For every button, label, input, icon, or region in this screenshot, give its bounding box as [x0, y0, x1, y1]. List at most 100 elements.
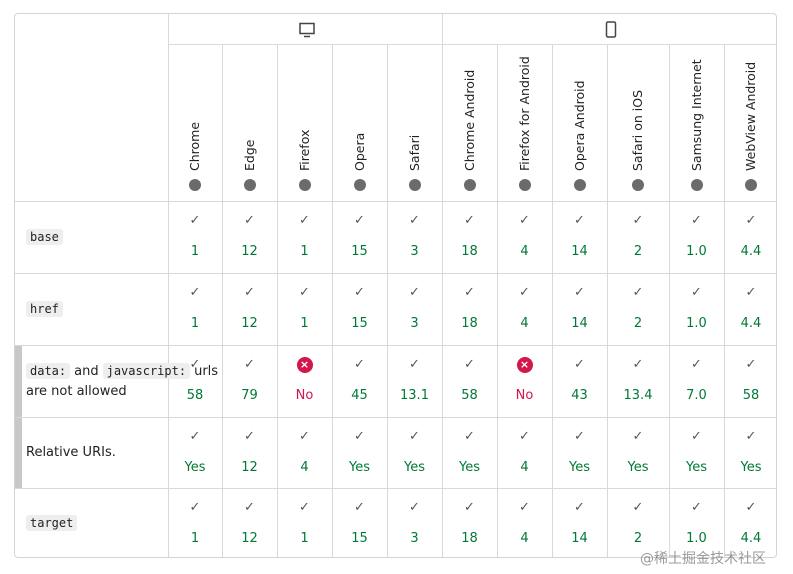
code: href — [26, 300, 63, 317]
browser-icon — [189, 179, 201, 191]
support-value: Yes — [627, 460, 649, 475]
support-value: 1 — [300, 244, 309, 259]
check-icon: ✓ — [409, 500, 420, 515]
feature-label: Relative URIs. — [26, 417, 154, 488]
check-icon: ✓ — [354, 429, 365, 444]
support-value: 2 — [633, 316, 643, 331]
support-value: 4 — [300, 460, 309, 475]
check-icon: ✓ — [299, 500, 310, 515]
column-line — [552, 44, 553, 557]
support-value: 45 — [351, 388, 368, 403]
support-value: Yes — [404, 460, 425, 475]
check-icon: ✓ — [574, 357, 585, 372]
text: Relative URIs. — [26, 444, 116, 460]
support-value: 18 — [461, 244, 478, 259]
column-line — [669, 44, 670, 557]
support-value: Yes — [184, 460, 206, 475]
check-icon: ✓ — [745, 285, 757, 300]
browser-icon — [573, 179, 586, 191]
feature-label: target — [26, 488, 154, 557]
column-line — [168, 14, 169, 557]
support-value: 15 — [351, 244, 368, 259]
check-icon: ✓ — [244, 285, 255, 300]
support-value: 3 — [410, 316, 419, 331]
browser-icon — [690, 179, 703, 191]
column-line — [497, 44, 498, 557]
support-value: 79 — [241, 388, 258, 403]
text: and — [74, 363, 99, 379]
check-icon: ✓ — [691, 429, 702, 444]
support-value: 4.4 — [740, 531, 762, 546]
browser-icon — [243, 179, 256, 191]
support-value: 15 — [351, 531, 368, 546]
desktop-icon — [299, 22, 315, 38]
row-line — [15, 345, 776, 346]
support-value: Yes — [349, 460, 370, 475]
column-line — [387, 44, 388, 557]
browser-icon — [298, 179, 311, 191]
check-icon: ✓ — [691, 500, 702, 515]
row-line — [15, 201, 776, 202]
check-icon: ✓ — [409, 285, 420, 300]
support-value: 12 — [241, 531, 258, 546]
support-value: 7.0 — [686, 388, 707, 403]
browser-icon — [518, 179, 531, 191]
support-value: 58 — [186, 388, 204, 403]
browser-name: Chrome Android — [461, 69, 477, 171]
support-value: 58 — [742, 388, 760, 403]
check-icon: ✓ — [354, 213, 365, 228]
browser-name: Opera Android — [571, 80, 587, 171]
code: data: — [26, 362, 71, 379]
browser-name: Opera — [351, 132, 367, 171]
check-icon: ✓ — [574, 429, 585, 444]
browser-name: Firefox — [296, 129, 312, 171]
divider — [168, 44, 776, 45]
support-value: 1 — [190, 531, 200, 546]
support-value: 12 — [241, 316, 258, 331]
support-value: 3 — [410, 531, 419, 546]
subfeature-bar — [15, 346, 22, 417]
feature-label: data: and javascript: urls are not allowed — [26, 345, 218, 417]
check-icon: ✓ — [189, 500, 201, 515]
check-icon: ✓ — [244, 429, 255, 444]
support-value: 58 — [461, 388, 478, 403]
check-icon: ✓ — [464, 500, 475, 515]
row-line — [15, 488, 776, 489]
check-icon: ✓ — [519, 285, 530, 300]
support-value: 1.0 — [686, 531, 707, 546]
label-text: href — [26, 299, 154, 320]
support-value: 14 — [571, 316, 588, 331]
support-value: 13.1 — [400, 388, 429, 403]
browser-name: WebView Android — [743, 61, 758, 171]
browser-name: Chrome — [187, 121, 202, 171]
support-value: 2 — [633, 244, 643, 259]
column-line — [332, 44, 333, 557]
support-value: 4 — [520, 316, 529, 331]
support-value: 14 — [571, 531, 588, 546]
column-line — [724, 44, 725, 557]
code: javascript: — [102, 362, 191, 379]
subfeature-bar — [15, 418, 22, 488]
code: base — [26, 228, 63, 245]
browser-icon — [632, 179, 644, 191]
column-line — [277, 44, 278, 557]
check-icon: ✓ — [189, 213, 201, 228]
support-value: 4 — [520, 460, 529, 475]
check-icon: ✓ — [574, 213, 585, 228]
support-value: 1 — [300, 316, 309, 331]
browser-name: Samsung Internet — [688, 59, 704, 171]
no-icon: × — [516, 357, 533, 373]
check-icon: ✓ — [519, 213, 530, 228]
support-value: 14 — [571, 244, 588, 259]
support-value: No — [515, 388, 534, 403]
browser-name: Firefox for Android — [516, 56, 532, 171]
check-icon: ✓ — [409, 429, 420, 444]
support-value: Yes — [740, 460, 762, 475]
label-text: data: and javascript: urls are not allowed — [26, 361, 218, 402]
check-icon: ✓ — [745, 429, 757, 444]
check-icon: ✓ — [464, 357, 475, 372]
check-icon: ✓ — [409, 213, 420, 228]
compat-table: Chrome Edge Firefox Opera Safari Chrome Andro… — [14, 13, 777, 558]
support-value: 1 — [300, 531, 309, 546]
